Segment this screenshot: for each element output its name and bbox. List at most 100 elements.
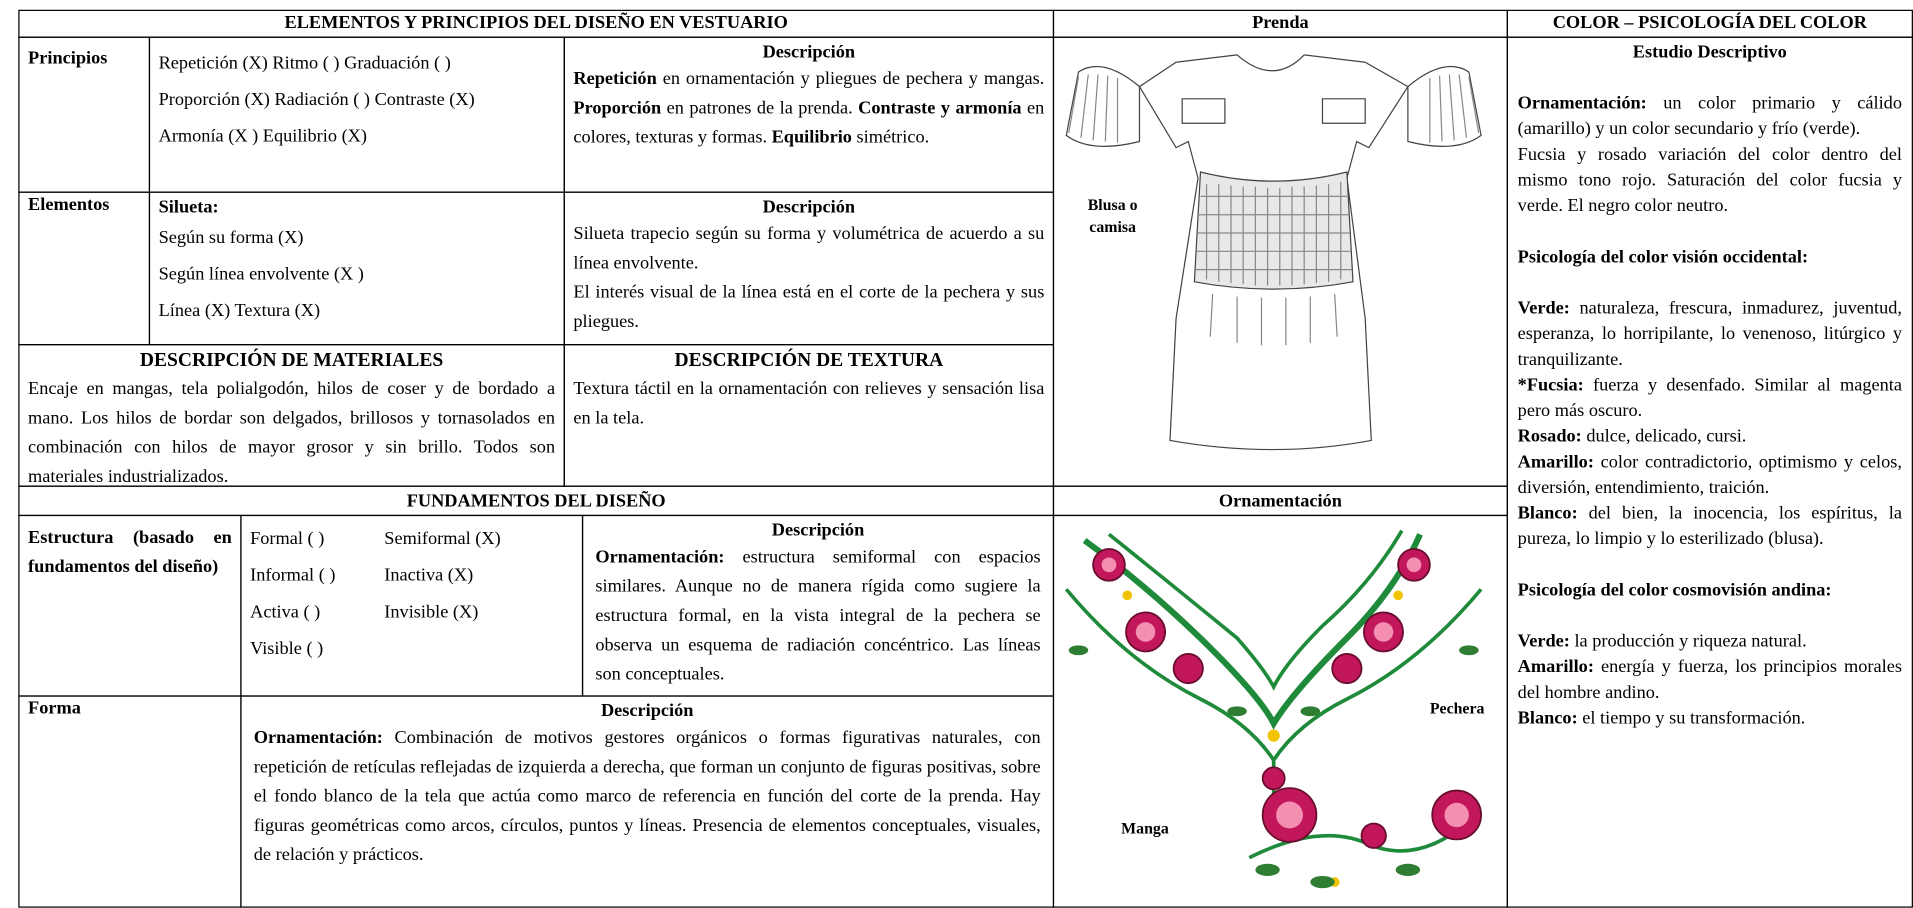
texture-cell: DESCRIPCIÓN DE TEXTURA Textura táctil en… — [563, 344, 1055, 487]
ornament-cell: Pechera Manga — [1052, 514, 1508, 908]
text: estructura semiformal con espacios simil… — [595, 547, 1041, 685]
bold-text: Equilibrio — [771, 128, 852, 148]
bold-text: Repetición — [573, 69, 657, 90]
bold-text: *Fucsia: — [1517, 375, 1584, 396]
option-row: Visible ( ) — [250, 631, 573, 668]
option: Inactiva (X) — [384, 566, 474, 586]
section-title: FUNDAMENTOS DEL DISEÑO — [18, 485, 1055, 517]
row-label: Elementos — [18, 191, 151, 346]
column-title: Prenda — [1052, 9, 1508, 38]
description: Encaje en mangas, tela polialgodón, hilo… — [28, 379, 556, 487]
subtitle: Estudio Descriptivo — [1632, 42, 1787, 63]
heading: Psicología del color visión occidental: — [1517, 247, 1809, 268]
cell-title: Descripción — [771, 520, 865, 541]
row-label: Estructura (basado en fundamentos del di… — [18, 514, 242, 697]
option: Informal ( ) — [250, 566, 336, 586]
description: Ornamentación: estructura semiformal con… — [595, 543, 1040, 689]
text: Combinación de motivos gestores orgánico… — [253, 728, 1041, 865]
option: Repetición (X) Ritmo ( ) Graduación ( ) — [158, 53, 451, 74]
paragraph: Ornamentación: un color primario y cálid… — [1518, 92, 1902, 143]
bold-text: Ornamentación: — [1517, 93, 1647, 114]
color-column: Estudio Descriptivo Ornamentación: un co… — [1506, 36, 1913, 908]
bold-text: Amarillo: — [1517, 452, 1594, 473]
option: Invisible (X) — [384, 602, 479, 623]
bold-text: Amarillo: — [1517, 657, 1594, 678]
cell-title: DESCRIPCIÓN DE TEXTURA — [674, 350, 944, 371]
cell-title: DESCRIPCIÓN DE MATERIALES — [139, 350, 444, 371]
column-title: Ornamentación — [1052, 485, 1508, 517]
paragraph: Verde: la producción y riqueza natural. — [1518, 630, 1902, 656]
garment-label: Blusa o camisa — [1087, 195, 1138, 236]
paragraph: Verde: naturaleza, frescura, inmadurez, … — [1518, 296, 1902, 373]
bold-text: Blanco: — [1517, 503, 1578, 524]
bold-text: Contraste y armonía — [858, 98, 1022, 119]
text: simétrico. — [851, 128, 930, 148]
description-cell: Descripción Ornamentación: estructura se… — [581, 514, 1055, 697]
description: El interés visual de la línea está en el… — [573, 283, 1045, 332]
text: la producción y riqueza natural. — [1569, 631, 1807, 652]
section-title: ELEMENTOS Y PRINCIPIOS DEL DISEÑO EN VES… — [18, 9, 1055, 38]
option: Activa ( ) — [250, 602, 321, 623]
option-row: Informal ( ) Inactiva (X) — [250, 558, 573, 595]
paragraph: *Fucsia: fuerza y desenfado. Similar al … — [1518, 373, 1902, 424]
bold-text: Blanco: — [1517, 708, 1578, 729]
text: energía y fuerza, los principios morales… — [1517, 657, 1902, 703]
paragraph: Fucsia y rosado variación del color dent… — [1518, 143, 1902, 220]
cell-title: Descripción — [762, 42, 856, 63]
ornament-label: Manga — [1121, 818, 1169, 837]
description: Ornamentación: Combinación de motivos ge… — [254, 723, 1041, 869]
text: dulce, delicado, cursi. — [1581, 427, 1747, 447]
paragraph: Amarillo: color contradictorio, optimism… — [1518, 450, 1902, 501]
ornament-label: Pechera — [1429, 699, 1485, 718]
bold-text: Verde: — [1517, 298, 1570, 319]
text: el tiempo y su transformación. — [1577, 708, 1806, 729]
row-label: Principios — [18, 36, 151, 193]
heading: Psicología del color cosmovisión andina: — [1517, 580, 1832, 601]
text: en ornamentación y pliegues de pechera y… — [656, 69, 1045, 90]
paragraph: Blanco: del bien, la inocencia, los espí… — [1518, 501, 1902, 552]
description: Repetición en ornamentación y pliegues d… — [573, 65, 1044, 153]
text: del bien, la inocencia, los espíritus, l… — [1517, 503, 1902, 549]
text: un color primario y cálido (amarillo) y … — [1517, 93, 1902, 140]
options: Formal ( ) Semiformal (X) Informal ( ) Ina… — [240, 514, 584, 697]
row-label: Forma — [18, 695, 242, 908]
text: en patrones de la prenda. — [661, 98, 859, 119]
bold-text: Ornamentación: — [595, 547, 725, 568]
options: Repetición (X) Ritmo ( ) Graduación ( ) … — [148, 36, 565, 193]
description-cell: Descripción Silueta trapecio según su fo… — [563, 191, 1055, 346]
text: naturaleza, frescura, inmadurez, juventu… — [1517, 298, 1902, 370]
description-cell: Descripción Repetición en ornamentación … — [563, 36, 1055, 193]
text: fuerza y desenfado. Similar al magenta p… — [1517, 375, 1902, 421]
option: Formal ( ) — [250, 529, 325, 549]
option: Visible ( ) — [250, 639, 324, 659]
bold-text: Rosado: — [1517, 427, 1582, 447]
bold-text: Proporción — [573, 98, 662, 119]
option-heading: Silueta: — [158, 197, 219, 218]
option-row: Formal ( ) Semiformal (X) — [250, 521, 573, 558]
column-title: COLOR – PSICOLOGÍA DEL COLOR — [1506, 9, 1913, 38]
option: Según línea envolvente (X ) — [158, 264, 364, 285]
text: color contradictorio, optimismo y celos,… — [1517, 452, 1902, 498]
description-cell: Descripción Ornamentación: Combinación d… — [240, 695, 1055, 908]
text: Fucsia y rosado variación del color dent… — [1517, 145, 1902, 216]
options: Silueta: Según su forma (X) Según línea … — [148, 191, 565, 346]
paragraph: Rosado: dulce, delicado, cursi. — [1518, 425, 1902, 451]
bold-text: Verde: — [1517, 631, 1570, 652]
description: Silueta trapecio según su forma y volumé… — [573, 224, 1045, 274]
option: Armonía (X ) Equilibrio (X) — [158, 126, 367, 147]
text: en colores, texturas y formas. — [573, 98, 1045, 148]
paragraph: Amarillo: energía y fuerza, los principi… — [1518, 655, 1902, 706]
materials-cell: DESCRIPCIÓN DE MATERIALES Encaje en mang… — [18, 344, 565, 487]
blouse-drawing — [1065, 54, 1482, 451]
option: Proporción (X) Radiación ( ) Contraste (… — [158, 90, 475, 110]
cell-title: Descripción — [762, 197, 856, 218]
description: Textura táctil en la ornamentación con r… — [573, 379, 1045, 429]
option: Según su forma (X) — [158, 228, 304, 248]
cell-title: Descripción — [600, 701, 694, 722]
garment-cell: Blusa o camisa — [1052, 36, 1508, 487]
option: Línea (X) Textura (X) — [158, 301, 321, 321]
bold-text: Ornamentación: — [253, 728, 383, 748]
option: Semiformal (X) — [384, 529, 501, 549]
